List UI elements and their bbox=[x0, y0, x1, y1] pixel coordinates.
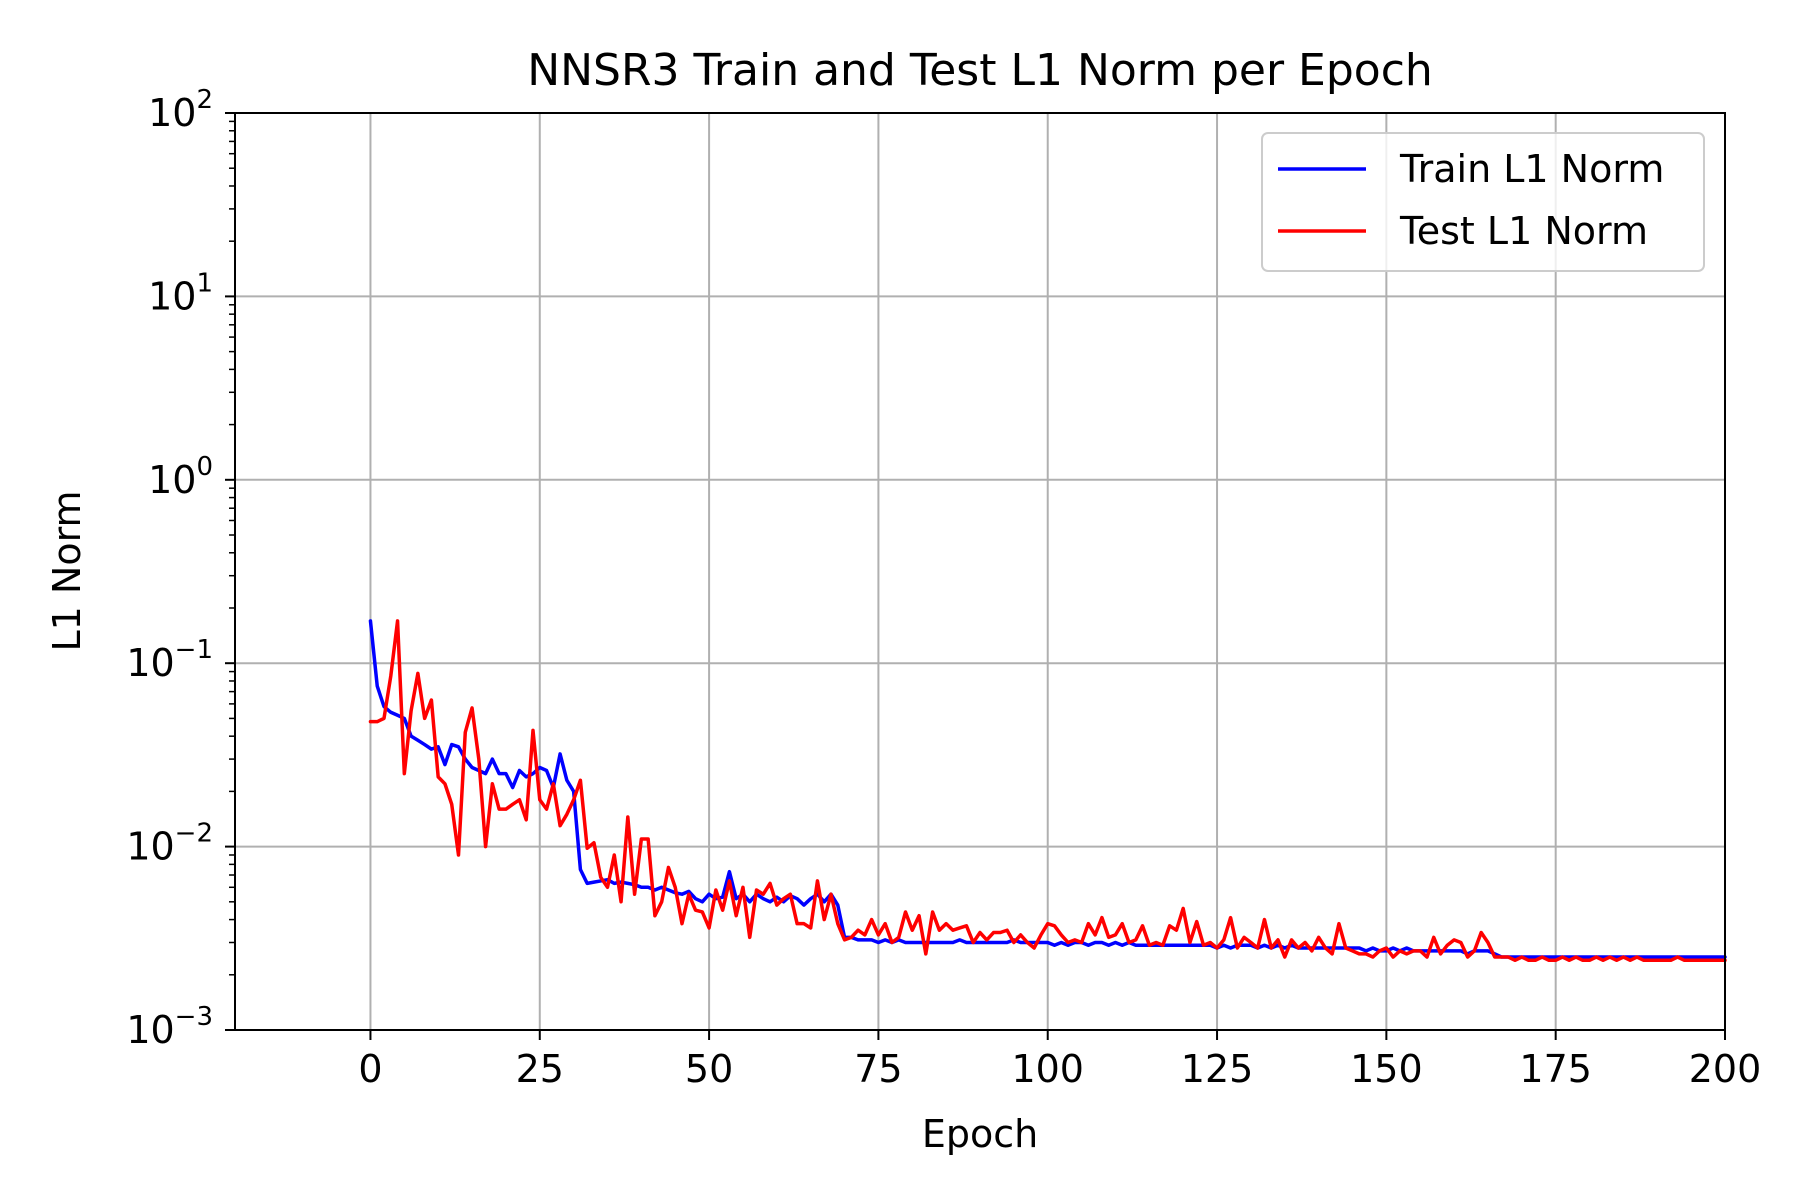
y-tick-label: 10−2 bbox=[126, 819, 213, 869]
x-axis-label: Epoch bbox=[922, 1112, 1038, 1156]
x-tick-label: 100 bbox=[1011, 1047, 1084, 1091]
x-tick-label: 125 bbox=[1181, 1047, 1254, 1091]
legend-test-label: Test L1 Norm bbox=[1399, 209, 1648, 253]
x-tick-label: 150 bbox=[1350, 1047, 1423, 1091]
x-tick-label: 175 bbox=[1519, 1047, 1592, 1091]
y-axis-ticks: 10−3 10−2 10−1 100 101 102 bbox=[126, 85, 235, 1052]
y-tick-label: 101 bbox=[148, 268, 213, 318]
y-tick-label: 100 bbox=[148, 452, 213, 502]
chart-title: NNSR3 Train and Test L1 Norm per Epoch bbox=[527, 45, 1433, 96]
y-tick-label: 102 bbox=[148, 85, 213, 135]
y-tick-label: 10−3 bbox=[126, 1002, 213, 1052]
legend: Train L1 Norm Test L1 Norm bbox=[1261, 132, 1705, 272]
x-tick-label: 200 bbox=[1689, 1047, 1762, 1091]
x-tick-label: 50 bbox=[685, 1047, 733, 1091]
x-tick-label: 0 bbox=[358, 1047, 382, 1091]
y-axis-label: L1 Norm bbox=[45, 490, 89, 651]
plot-frame bbox=[234, 112, 1726, 1031]
test-l1-norm-line bbox=[368, 619, 1727, 963]
legend-box bbox=[1261, 132, 1705, 272]
series-layer bbox=[368, 619, 1727, 963]
legend-train-label: Train L1 Norm bbox=[1399, 147, 1664, 191]
x-axis-ticks: 0 25 50 75 100 125 150 175 200 bbox=[358, 1030, 1761, 1091]
x-tick-label: 25 bbox=[516, 1047, 564, 1091]
y-tick-label: 10−1 bbox=[126, 635, 213, 685]
x-tick-label: 75 bbox=[854, 1047, 902, 1091]
